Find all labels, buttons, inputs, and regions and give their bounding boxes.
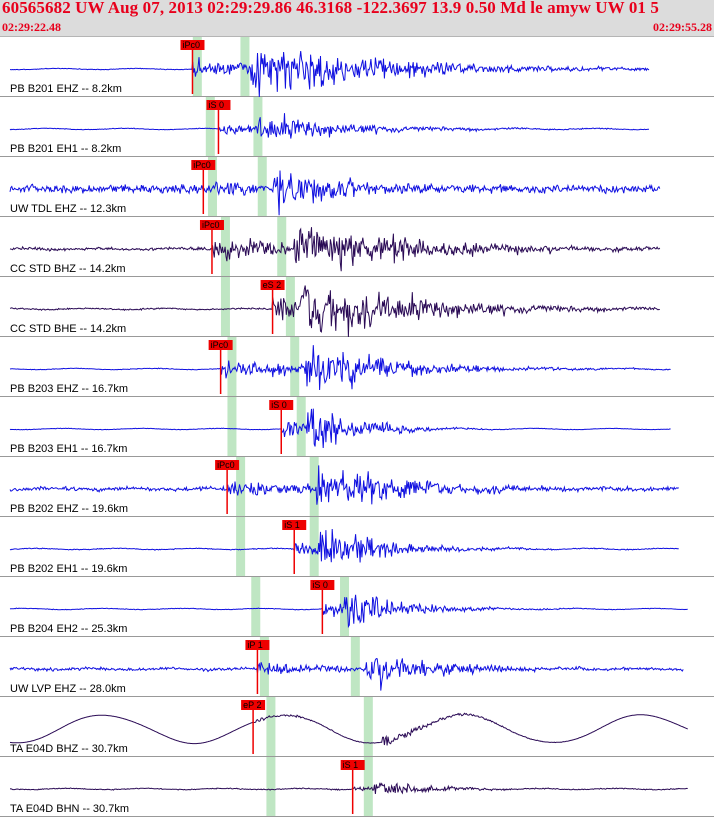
p-window-band: [205, 97, 215, 157]
p-window-band: [227, 337, 237, 397]
phase-pick-marker[interactable]: [206, 100, 231, 110]
station-label: TA E04D BHZ -- 30.7km: [10, 743, 128, 755]
s-window-band: [290, 337, 300, 397]
s-window-band: [340, 577, 350, 637]
station-label: PB B203 EHZ -- 16.7km: [10, 383, 128, 395]
trace-row: iPc0 PB B202 EHZ -- 19.6km: [0, 457, 714, 517]
phase-pick-marker[interactable]: [269, 400, 294, 410]
phase-pick-label: iS 0: [271, 400, 287, 410]
s-window-band: [309, 517, 319, 577]
p-window-band: [227, 397, 237, 457]
time-start-label: 02:29:22.48: [2, 20, 61, 34]
station-label: UW TDL EHZ -- 12.3km: [10, 203, 126, 215]
phase-pick-marker[interactable]: [282, 520, 307, 530]
waveform-line: [9, 285, 660, 338]
waveform-line: [9, 170, 661, 216]
s-window-band: [285, 277, 295, 337]
station-label: PB B203 EH1 -- 16.7km: [10, 443, 127, 455]
trace-row: iPc0 UW TDL EHZ -- 12.3km: [0, 157, 714, 217]
trace-row: iS 0 PB B204 EH2 -- 25.3km: [0, 577, 714, 637]
station-label: PB B201 EHZ -- 8.2km: [10, 83, 122, 95]
phase-pick-marker[interactable]: [191, 160, 216, 170]
phase-pick-marker[interactable]: [215, 460, 240, 470]
event-title: 60565682 UW Aug 07, 2013 02:29:29.86 46.…: [2, 0, 659, 17]
s-window-band: [350, 637, 360, 697]
station-label: CC STD BHZ -- 14.2km: [10, 263, 126, 275]
waveform-line: [9, 528, 679, 563]
s-window-band: [363, 697, 373, 757]
phase-pick-label: iS 1: [284, 520, 300, 530]
station-label: PB B202 EH1 -- 19.6km: [10, 563, 127, 575]
waveform-line: [9, 465, 680, 505]
station-label: UW LVP EHZ -- 28.0km: [10, 683, 126, 695]
waveform-line: [9, 345, 671, 391]
phase-pick-marker[interactable]: [180, 40, 205, 50]
waveform-line: [9, 227, 661, 272]
phase-pick-label: iP 1: [247, 640, 262, 650]
p-window-band: [220, 277, 230, 337]
trace-row: iS 0 PB B203 EH1 -- 16.7km: [0, 397, 714, 457]
station-label: TA E04D BHN -- 30.7km: [10, 803, 129, 815]
station-label: CC STD BHE -- 14.2km: [10, 323, 126, 335]
phase-pick-label: iPc0: [193, 160, 211, 170]
waveform-line: [9, 658, 684, 691]
phase-pick-label: eS 2: [263, 280, 282, 290]
phase-pick-marker[interactable]: [208, 340, 233, 350]
phase-pick-label: iPc0: [182, 40, 200, 50]
phase-pick-label: iPc0: [217, 460, 235, 470]
phase-pick-label: iS 1: [343, 760, 359, 770]
p-window-band: [236, 517, 246, 577]
trace-row: iS 0 PB B201 EH1 -- 8.2km: [0, 97, 714, 157]
title-bar: 60565682 UW Aug 07, 2013 02:29:29.86 46.…: [0, 0, 714, 37]
phase-pick-marker[interactable]: [245, 640, 270, 650]
trace-row: iPc0 CC STD BHZ -- 14.2km: [0, 217, 714, 277]
phase-pick-marker[interactable]: [260, 280, 285, 290]
station-label: PB B204 EH2 -- 25.3km: [10, 623, 127, 635]
trace-row: iP 1 UW LVP EHZ -- 28.0km: [0, 637, 714, 697]
phase-pick-marker[interactable]: [241, 700, 266, 710]
waveform-line: [9, 712, 688, 746]
phase-pick-label: iS 0: [208, 100, 224, 110]
phase-pick-marker[interactable]: [310, 580, 335, 590]
trace-row: iS 1 PB B202 EH1 -- 19.6km: [0, 517, 714, 577]
waveform-line: [10, 51, 650, 98]
trace-row: iPc0 PB B203 EHZ -- 16.7km: [0, 337, 714, 397]
waveform-line: [9, 594, 688, 629]
s-window-band: [296, 397, 306, 457]
trace-row: eS 2 CC STD BHE -- 14.2km: [0, 277, 714, 338]
waveform-line: [9, 782, 688, 795]
waveform-line: [9, 113, 650, 139]
station-label: PB B201 EH1 -- 8.2km: [10, 143, 121, 155]
trace-row: iPc0 PB B201 EHZ -- 8.2km: [0, 37, 714, 98]
p-window-band: [192, 37, 202, 97]
time-end-label: 02:29:55.28: [653, 20, 712, 34]
phase-pick-label: iPc0: [202, 220, 220, 230]
trace-row: eP 2 TA E04D BHZ -- 30.7km: [0, 697, 714, 757]
phase-pick-label: iPc0: [211, 340, 229, 350]
p-window-band: [266, 757, 276, 817]
phase-pick-marker[interactable]: [199, 220, 224, 230]
phase-pick-marker[interactable]: [340, 760, 365, 770]
p-window-band: [266, 697, 276, 757]
waveform-line: [9, 408, 671, 449]
phase-pick-label: eP 2: [243, 700, 261, 710]
seismogram-plot: iPc0 PB B201 EHZ -- 8.2km iS 0 PB B201 EH1 …: [0, 37, 714, 817]
trace-row: iS 1 TA E04D BHN -- 30.7km: [0, 757, 714, 817]
phase-pick-label: iS 0: [312, 580, 328, 590]
p-window-band: [259, 637, 269, 697]
p-window-band: [251, 577, 261, 637]
station-label: PB B202 EHZ -- 19.6km: [10, 503, 128, 515]
s-window-band: [309, 457, 319, 517]
